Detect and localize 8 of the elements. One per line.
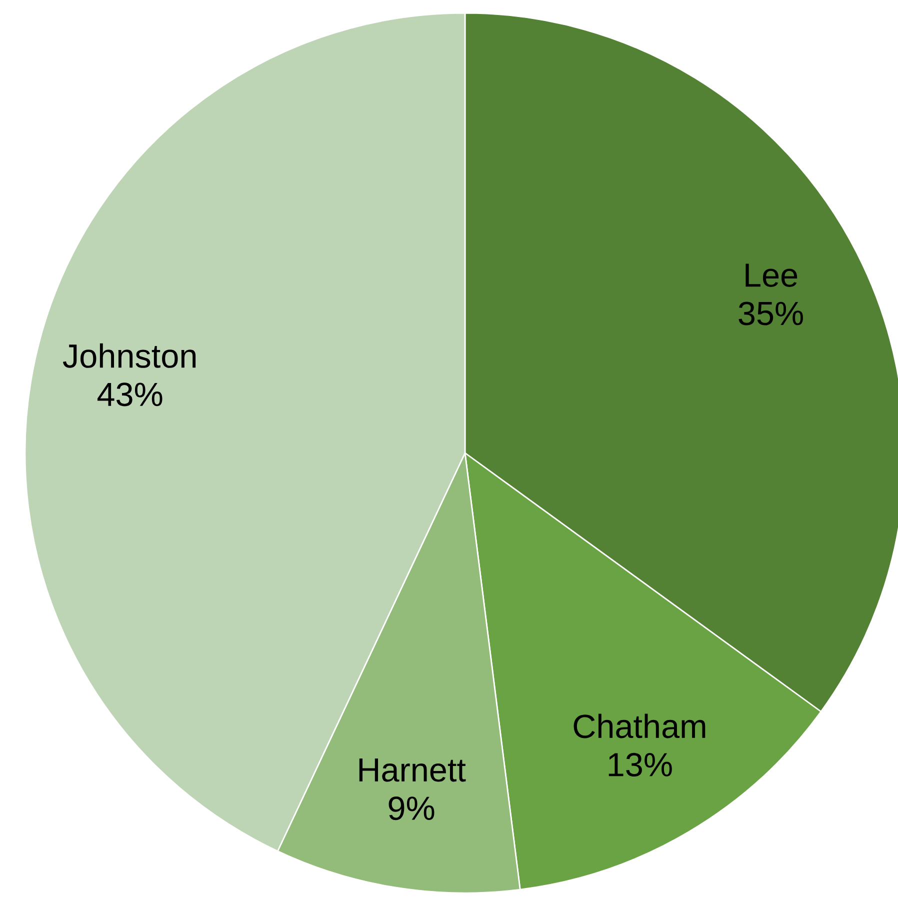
data-label: 13% bbox=[608, 752, 672, 777]
data-label: 43% bbox=[97, 382, 162, 406]
data-label: 9% bbox=[388, 796, 434, 820]
slice-label: Johnston bbox=[62, 343, 196, 368]
slice-label: Chatham bbox=[574, 714, 706, 738]
slice-label: Lee bbox=[746, 264, 798, 287]
slice-label: Harnett bbox=[359, 758, 466, 782]
data-label: 35% bbox=[738, 302, 803, 326]
